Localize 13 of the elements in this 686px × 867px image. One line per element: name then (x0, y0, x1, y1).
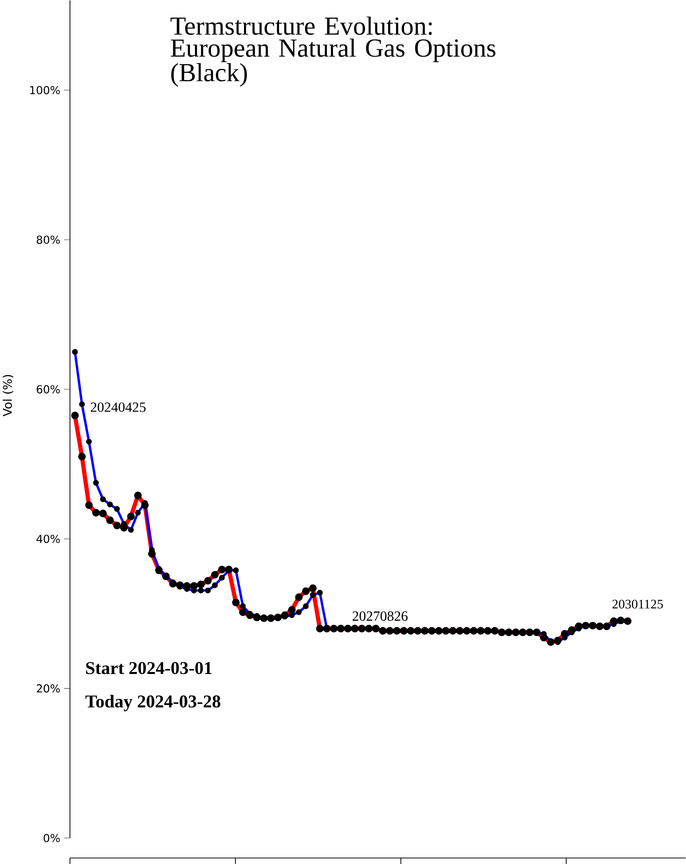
y-axis-title: Vol (%) (2, 374, 14, 416)
annotation: Today 2024-03-28 (85, 694, 220, 712)
y-tick-label: 0% (44, 834, 60, 842)
annotation: 20301125 (612, 600, 663, 608)
y-tick-label: 80% (36, 236, 60, 244)
annotation: Start 2024-03-01 (86, 662, 212, 674)
annotation: 20240425 (90, 402, 146, 412)
y-tick-label: 60% (36, 385, 60, 394)
y-tick-label: 20% (36, 684, 60, 693)
text: Termstructure Evolution: European Natural Gas Options (Black) (170, 16, 496, 87)
y-tick-label: 100% (30, 86, 60, 94)
y-tick-label: 40% (36, 534, 60, 544)
annotation: 20270826 (352, 611, 408, 621)
